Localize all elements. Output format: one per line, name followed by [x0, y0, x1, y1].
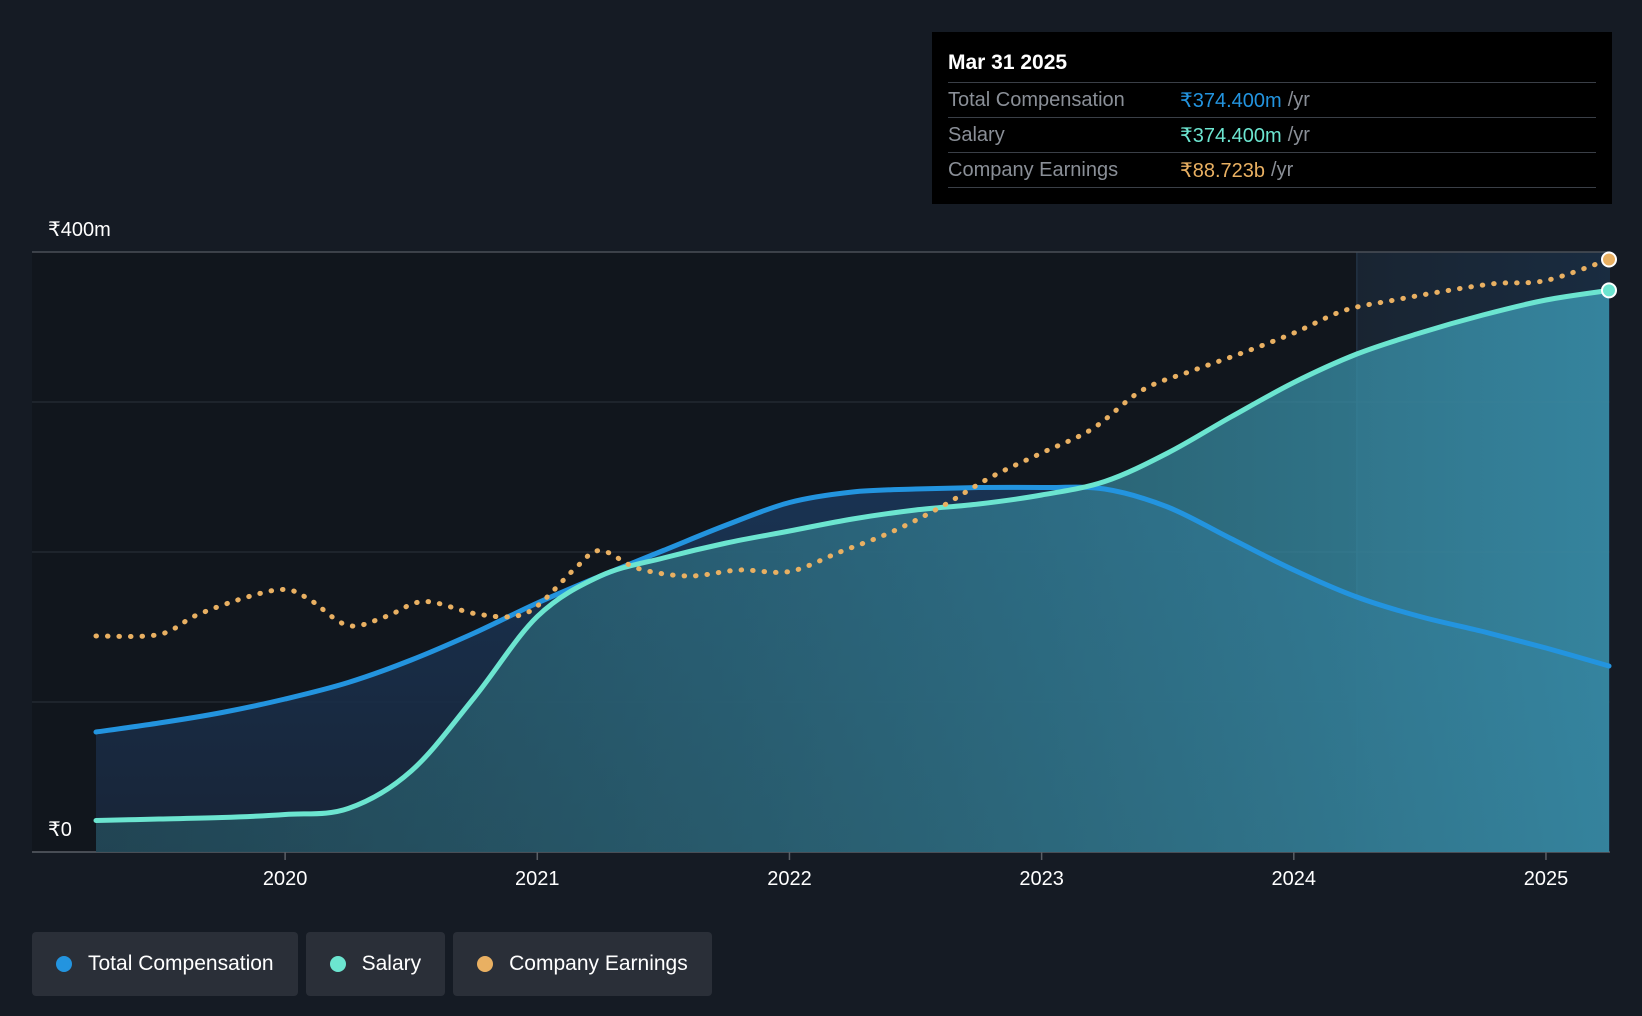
legend-dot-icon: [477, 956, 494, 972]
x-tick-label: 2024: [1272, 868, 1317, 890]
tooltip-date: Mar 31 2025: [948, 51, 1068, 74]
legend-item-total-compensation[interactable]: Total Compensation: [32, 932, 298, 996]
x-tick-label: 2022: [767, 868, 812, 890]
tooltip-label: Company Earnings: [948, 158, 1119, 181]
x-tick-label: 2020: [263, 868, 308, 890]
tooltip-value: ₹374.400m: [1180, 89, 1282, 112]
tooltip-row-company-earnings: Company Earnings ₹88.723b /yr: [948, 152, 1596, 188]
y-tick-label: ₹0: [48, 819, 72, 841]
y-tick-label: ₹400m: [48, 219, 111, 241]
legend-label: Total Compensation: [88, 952, 274, 975]
end-markers: [1601, 251, 1617, 299]
salary-area: [96, 290, 1609, 852]
legend: Total Compensation Salary Company Earnin…: [32, 932, 712, 996]
legend-label: Salary: [361, 952, 422, 975]
y-axis: ₹0 ₹400m: [48, 219, 111, 841]
tooltip: Mar 31 2025 Total Compensation ₹374.400m…: [932, 32, 1612, 204]
tooltip-unit: /yr: [1271, 158, 1294, 181]
legend-item-salary[interactable]: Salary: [305, 932, 446, 996]
company-earnings-line: [93, 257, 1612, 639]
x-axis: 2020 2021 2022 2023 2024 2025: [263, 852, 1568, 890]
company-earnings-end-marker: [1601, 251, 1617, 268]
tooltip-row-total-compensation: Total Compensation ₹374.400m /yr: [948, 82, 1596, 117]
salary-end-marker: [1601, 282, 1617, 299]
salary-line: [93, 287, 1612, 823]
tooltip-label: Total Compensation: [948, 88, 1125, 111]
total-compensation-line: [93, 484, 1612, 735]
tooltip-value: ₹374.400m: [1180, 124, 1282, 147]
legend-dot-icon: [56, 956, 72, 972]
tooltip-unit: /yr: [1287, 88, 1310, 111]
legend-item-company-earnings[interactable]: Company Earnings: [453, 932, 712, 996]
legend-label: Company Earnings: [509, 952, 688, 975]
tooltip-row-salary: Salary ₹374.400m /yr: [948, 117, 1596, 152]
legend-dot-icon: [329, 956, 346, 972]
tooltip-unit: /yr: [1287, 123, 1310, 146]
x-tick-label: 2021: [515, 868, 560, 890]
x-tick-label: 2025: [1524, 868, 1569, 890]
tooltip-label: Salary: [948, 123, 1005, 146]
x-tick-label: 2023: [1019, 868, 1064, 890]
tooltip-value: ₹88.723b: [1180, 159, 1266, 182]
